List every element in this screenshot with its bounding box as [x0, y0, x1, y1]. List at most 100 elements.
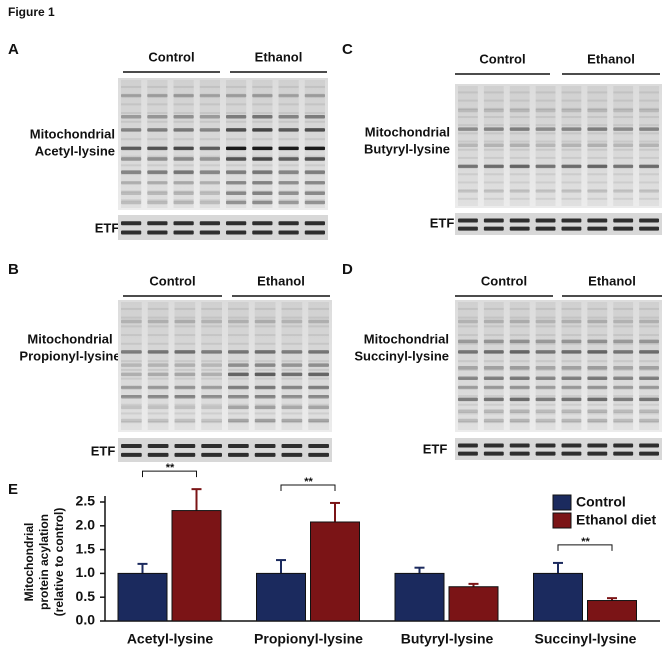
band [304, 180, 325, 185]
faint-band [509, 377, 530, 380]
faint-band [173, 112, 194, 115]
faint-band [281, 334, 303, 337]
blot-lane [535, 302, 556, 430]
faint-band [147, 412, 169, 415]
band [147, 170, 168, 174]
faint-band [228, 316, 249, 319]
faint-band [561, 316, 582, 319]
band [535, 319, 556, 324]
faint-band [458, 377, 478, 380]
band [308, 385, 329, 390]
faint-band [535, 197, 556, 200]
faint-band [509, 395, 530, 398]
band [252, 221, 273, 226]
band [483, 127, 504, 131]
faint-band [458, 132, 478, 135]
x-tick-label: Acetyl-lysine [127, 631, 214, 647]
band [199, 157, 220, 161]
band [201, 444, 222, 448]
band [535, 108, 556, 113]
faint-band [458, 334, 478, 337]
band [304, 146, 325, 151]
faint-band [535, 99, 556, 102]
band [458, 218, 478, 223]
band [483, 226, 504, 231]
faint-band [121, 85, 142, 88]
band [613, 350, 634, 354]
band [308, 405, 329, 410]
faint-band [147, 199, 168, 202]
band [535, 189, 556, 193]
band [613, 319, 634, 324]
faint-band [509, 140, 530, 143]
faint-band [483, 412, 504, 415]
faint-band [587, 334, 608, 337]
band [561, 376, 582, 381]
faint-band [174, 325, 196, 328]
faint-band [174, 412, 196, 415]
blot-lane [304, 80, 325, 208]
faint-band [458, 165, 478, 168]
faint-band [561, 107, 582, 110]
faint-band [458, 124, 478, 127]
faint-band [483, 99, 504, 102]
band [199, 128, 220, 132]
faint-band [121, 395, 142, 398]
band [121, 221, 142, 226]
faint-band [483, 334, 504, 337]
band [458, 143, 478, 148]
faint-band [587, 325, 608, 328]
band [458, 164, 478, 169]
legend-label: Control [576, 494, 626, 510]
faint-band [483, 395, 504, 398]
faint-band [458, 342, 478, 345]
band [561, 366, 582, 370]
faint-band [121, 173, 142, 176]
faint-band [509, 91, 530, 94]
y-tick-label: 2.0 [76, 517, 96, 533]
band [254, 444, 276, 448]
faint-band [199, 155, 220, 158]
band [587, 164, 608, 169]
faint-band [535, 148, 556, 151]
faint-band [561, 307, 582, 310]
faint-band [121, 386, 142, 389]
faint-band [226, 112, 247, 115]
faint-band [147, 164, 168, 167]
band [458, 108, 478, 113]
faint-band [535, 395, 556, 398]
faint-band [254, 412, 276, 415]
x-tick-label: Butyryl-lysine [401, 631, 494, 647]
faint-band [535, 351, 556, 354]
band [304, 191, 325, 196]
band [147, 350, 169, 354]
faint-band [226, 199, 247, 202]
faint-band [278, 173, 299, 176]
faint-band [587, 140, 608, 143]
band [509, 366, 530, 370]
faint-band [535, 316, 556, 319]
band [201, 372, 222, 377]
faint-band [483, 377, 504, 380]
faint-band [535, 140, 556, 143]
faint-band [308, 316, 329, 319]
band [254, 385, 276, 390]
faint-band [308, 412, 329, 415]
faint-band [535, 132, 556, 135]
faint-band [147, 334, 169, 337]
faint-band [587, 132, 608, 135]
band [509, 409, 530, 414]
faint-band [281, 377, 303, 380]
bar [533, 572, 583, 622]
faint-band [174, 377, 196, 380]
faint-band [173, 94, 194, 97]
faint-band [613, 99, 634, 102]
faint-band [613, 148, 634, 151]
band [228, 385, 249, 390]
band [147, 230, 168, 235]
faint-band [561, 325, 582, 328]
band [121, 114, 142, 119]
faint-band [639, 156, 659, 159]
band [458, 451, 478, 456]
western-blot [118, 78, 328, 210]
